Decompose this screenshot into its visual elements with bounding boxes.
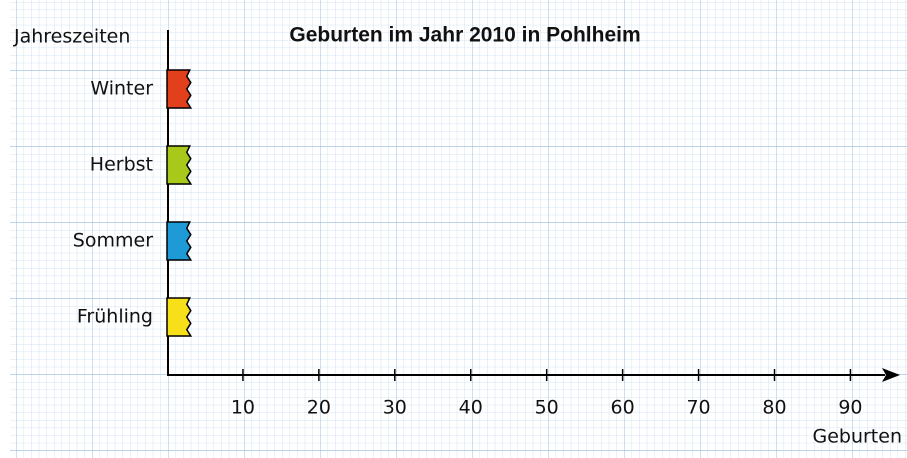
y-tick-label: Herbst	[90, 154, 153, 176]
x-axis-arrow	[882, 368, 900, 382]
chart-title: Geburten im Jahr 2010 in Pohlheim	[289, 24, 640, 47]
x-tick-label: 90	[838, 397, 862, 419]
x-tick-label: 40	[459, 397, 483, 419]
y-axis-label: Jahreszeiten	[13, 26, 130, 48]
x-tick-label: 20	[307, 397, 331, 419]
x-tick-label: 60	[611, 397, 635, 419]
bar	[166, 69, 193, 109]
x-tick-label: 70	[686, 397, 710, 419]
x-tick-label: 30	[383, 397, 407, 419]
y-tick-label: Winter	[90, 78, 153, 100]
bar	[166, 145, 193, 185]
bar	[166, 297, 193, 337]
graph-paper-major	[10, 0, 907, 458]
y-tick-label: Sommer	[73, 230, 153, 252]
bar	[166, 221, 193, 261]
y-tick-label: Frühling	[77, 306, 153, 328]
x-axis-label: Geburten	[812, 426, 902, 448]
x-tick-label: 80	[762, 397, 786, 419]
x-tick-label: 10	[231, 397, 255, 419]
x-tick-label: 50	[535, 397, 559, 419]
